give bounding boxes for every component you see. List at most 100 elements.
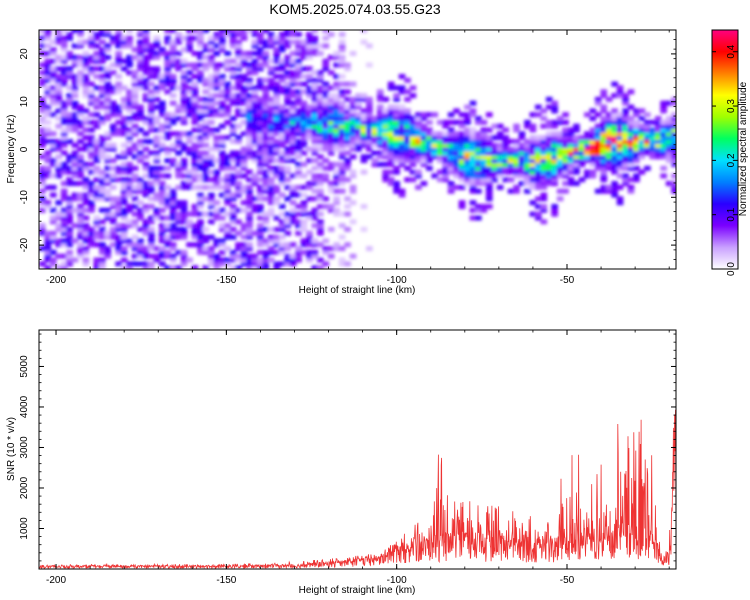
heatmap-cell [126,43,133,49]
heatmap-cell [322,139,330,144]
heatmap-cell [262,142,270,148]
heatmap-cell [164,39,172,45]
heatmap-cell [671,158,676,164]
heatmap-cell [186,177,193,183]
heatmap-cell [360,142,368,148]
heatmap-cell [131,96,139,102]
heatmap-cell [99,51,106,56]
heatmap-cell [284,85,291,91]
heatmap-cell [311,93,319,99]
heatmap-cell [93,35,101,41]
heatmap-cell [213,100,221,106]
heatmap-cell [93,192,101,198]
heatmap-cell [93,104,101,110]
heatmap-cell [208,93,215,99]
heatmap-cell [289,89,297,95]
heatmap-cell [153,74,161,79]
heatmap-cell [120,116,128,121]
spectrogram-cells [39,30,676,269]
heatmap-cell [284,211,291,217]
heatmap-cell [126,261,133,267]
heatmap-cell [55,54,63,60]
colorbar-label: Normalized spectral amplitude [738,81,749,216]
heatmap-cell [88,139,95,144]
heatmap-cell [213,66,221,72]
heatmap-cell [137,207,144,213]
heatmap-cell [109,173,117,179]
heatmap-cell [349,96,357,102]
heatmap-cell [93,184,101,190]
heatmap-cell [284,116,291,121]
heatmap-cell [360,96,368,102]
heatmap-cell [71,142,79,148]
heatmap-cell [66,54,73,60]
heatmap-cell [131,54,139,60]
heatmap-cell [485,139,493,144]
heatmap-cell [257,47,264,53]
heatmap-cell [306,135,313,141]
heatmap-cell [224,200,231,206]
heatmap-cell [229,85,237,91]
heatmap-cell [654,116,662,121]
heatmap-cell [218,104,226,110]
heatmap-cell [605,112,613,118]
heatmap-cell [93,154,101,160]
heatmap-cell [235,47,242,53]
heatmap-cell [224,58,231,64]
heatmap-cell [496,165,504,171]
heatmap-cell [126,108,133,114]
heatmap-cell [229,207,237,213]
heatmap-cell [169,30,177,34]
heatmap-cell [120,58,128,64]
heatmap-cell [295,100,302,106]
heatmap-cell [322,93,330,99]
heatmap-cell [229,181,237,186]
heatmap-cell [246,66,253,72]
heatmap-cell [246,215,253,221]
heatmap-cell [480,158,488,164]
heatmap-cell [464,177,471,183]
heatmap-cell [251,30,259,34]
heatmap-cell [55,211,63,217]
heatmap-cell [186,108,193,114]
heatmap-cell [393,150,400,156]
heatmap-cell [513,184,520,190]
heatmap-cell [153,43,161,49]
heatmap-cell [584,154,591,160]
heatmap-cell [55,242,63,248]
heatmap-cell [164,238,172,244]
heatmap-cell [295,142,302,148]
heatmap-cell [594,188,602,194]
heatmap-cell [120,39,128,45]
snr-series-line [39,409,676,569]
heatmap-cell [229,173,237,179]
heatmap-cell [44,85,52,91]
heatmap-cell [153,119,161,125]
heatmap-cell [300,112,308,118]
heatmap-cell [93,66,101,72]
heatmap-cell [273,184,281,190]
heatmap-cell [300,131,308,137]
heatmap-cell [540,207,548,213]
heatmap-cell [60,131,68,137]
heatmap-cell [240,112,248,118]
heatmap-cell [137,242,144,248]
heatmap-cell [371,150,379,156]
heatmap-cell [115,242,122,248]
heatmap-cell [545,173,553,179]
heatmap-cell [180,81,188,87]
heatmap-cell [317,188,324,194]
heatmap-cell [71,30,79,34]
snr-y-label: SNR (10 * v/v) [6,417,17,481]
heatmap-cell [180,116,188,121]
heatmap-cell [475,116,482,121]
heatmap-cell [262,139,270,144]
heatmap-cell [66,169,73,175]
heatmap-cell [44,184,52,190]
heatmap-cell [289,261,297,267]
heatmap-cell [535,184,542,190]
heatmap-cell [257,150,264,156]
heatmap-cell [55,58,63,64]
heatmap-cell [213,158,221,164]
heatmap-cell [551,154,558,160]
